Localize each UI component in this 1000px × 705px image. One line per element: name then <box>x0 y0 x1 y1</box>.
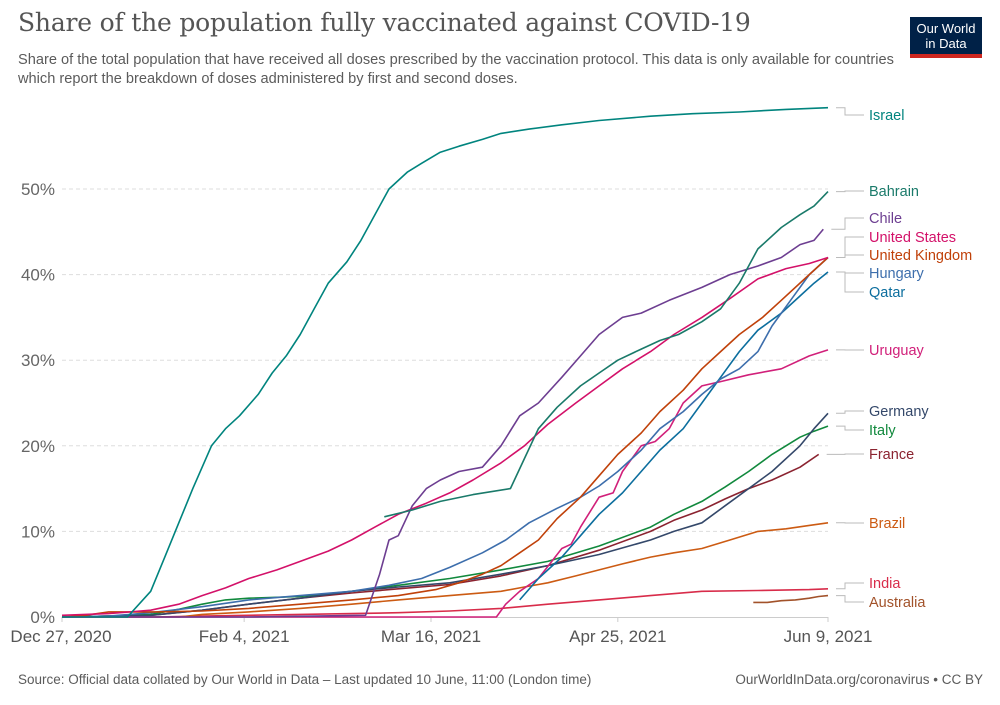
x-tick-label: Jun 9, 2021 <box>784 627 873 646</box>
label-leader-line <box>836 236 864 258</box>
series-label-qatar[interactable]: Qatar <box>869 285 905 301</box>
logo-line-2: in Data <box>925 36 967 51</box>
series-line-hungary[interactable] <box>61 256 829 618</box>
series-line-united-states[interactable] <box>61 256 829 617</box>
source-note: Source: Official data collated by Our Wo… <box>18 672 592 687</box>
series-line-italy[interactable] <box>61 425 829 618</box>
y-axis: 0% 10% 20% 30% 40% 50% <box>21 180 55 627</box>
series-lines <box>61 106 829 618</box>
series-label-france[interactable]: France <box>869 447 914 463</box>
x-tick-label: Dec 27, 2020 <box>10 627 111 646</box>
series-label-uruguay[interactable]: Uruguay <box>869 343 925 359</box>
series-line-france[interactable] <box>61 453 820 618</box>
y-tick-label: 0% <box>30 608 55 627</box>
y-tick-label: 40% <box>21 266 55 285</box>
y-tick-label: 10% <box>21 522 55 541</box>
chart-title: Share of the population fully vaccinated… <box>18 8 751 37</box>
series-label-italy[interactable]: Italy <box>869 423 896 439</box>
series-label-india[interactable]: India <box>869 576 901 592</box>
series-label-israel[interactable]: Israel <box>869 108 904 124</box>
label-leader-line <box>836 582 864 590</box>
series-labels: Israel Bahrain Chile United States United Ki… <box>826 107 972 611</box>
logo-line-1: Our World <box>916 21 976 36</box>
series-line-chile[interactable] <box>62 228 824 618</box>
series-label-australia[interactable]: Australia <box>869 595 926 611</box>
gridlines <box>62 188 828 532</box>
series-line-qatar[interactable] <box>519 271 829 601</box>
series-line-australia[interactable] <box>753 594 829 604</box>
series-line-india[interactable] <box>62 588 829 618</box>
series-label-united-kingdom[interactable]: United Kingdom <box>869 248 972 264</box>
series-line-brazil[interactable] <box>62 522 829 618</box>
series-label-brazil[interactable]: Brazil <box>869 516 905 532</box>
x-tick-label: Apr 25, 2021 <box>569 627 666 646</box>
y-tick-label: 20% <box>21 437 55 456</box>
series-line-israel[interactable] <box>62 106 829 618</box>
x-tick-label: Mar 16, 2021 <box>381 627 481 646</box>
credit-link[interactable]: OurWorldInData.org/coronavirus • CC BY <box>735 672 983 687</box>
x-axis: Dec 27, 2020 Feb 4, 2021 Mar 16, 2021 Apr 2… <box>10 617 872 646</box>
y-tick-label: 50% <box>21 180 55 199</box>
label-leader-line <box>836 271 864 293</box>
label-leader-line <box>836 254 864 258</box>
label-leader-line <box>836 595 864 603</box>
y-tick-label: 30% <box>21 351 55 370</box>
label-leader-line <box>836 425 864 431</box>
label-leader-line <box>836 107 864 116</box>
x-tick-label: Feb 4, 2021 <box>199 627 290 646</box>
label-leader-line <box>836 190 864 193</box>
series-label-united-states[interactable]: United States <box>869 230 956 246</box>
series-label-germany[interactable]: Germany <box>869 404 929 420</box>
label-leader-line <box>831 217 864 230</box>
chart-subtitle: Share of the total population that have … <box>18 52 894 87</box>
owid-logo[interactable]: Our World in Data <box>910 17 982 58</box>
series-line-united-kingdom[interactable] <box>61 256 829 618</box>
label-leader-line <box>836 410 864 414</box>
series-line-bahrain[interactable] <box>384 191 829 518</box>
series-label-hungary[interactable]: Hungary <box>869 266 925 282</box>
series-label-chile[interactable]: Chile <box>869 211 902 227</box>
series-line-uruguay[interactable] <box>62 349 829 618</box>
series-label-bahrain[interactable]: Bahrain <box>869 184 919 200</box>
